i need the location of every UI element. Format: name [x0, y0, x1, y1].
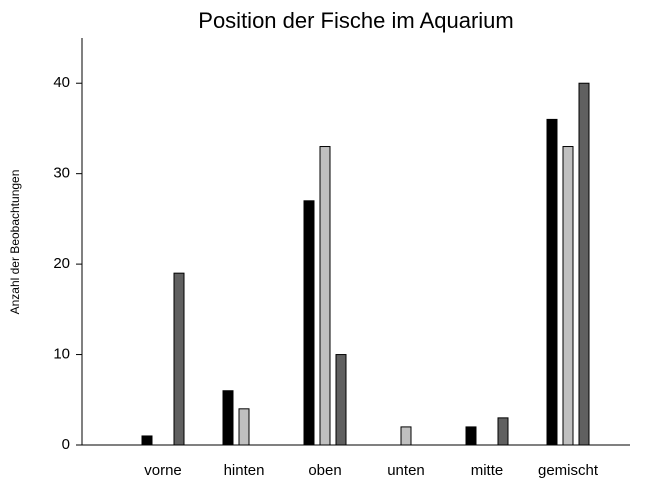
x-tick-label: hinten [224, 462, 265, 479]
bar [497, 417, 509, 446]
bar [319, 146, 331, 446]
y-tick-label: 20 [53, 255, 70, 272]
bar [400, 426, 412, 446]
x-tick-label: vorne [144, 462, 182, 479]
bar [546, 118, 558, 446]
bar [238, 408, 250, 446]
bar [562, 146, 574, 446]
bar [141, 435, 153, 446]
y-tick-label: 40 [53, 74, 70, 91]
bar [578, 82, 590, 446]
x-tick-label: unten [387, 462, 425, 479]
bar [465, 426, 477, 446]
bar [335, 354, 347, 446]
bar [303, 200, 315, 446]
y-tick-label: 0 [62, 436, 70, 453]
bar [222, 390, 234, 446]
y-tick-label: 30 [53, 165, 70, 182]
chart-title: Position der Fische im Aquarium [198, 8, 513, 33]
x-tick-label: mitte [471, 462, 504, 479]
y-tick-label: 10 [53, 346, 70, 363]
x-tick-label: gemischt [538, 462, 599, 479]
y-axis-label: Anzahl der Beobachtungen [8, 170, 22, 315]
x-tick-label: oben [308, 462, 341, 479]
bar [173, 272, 185, 446]
